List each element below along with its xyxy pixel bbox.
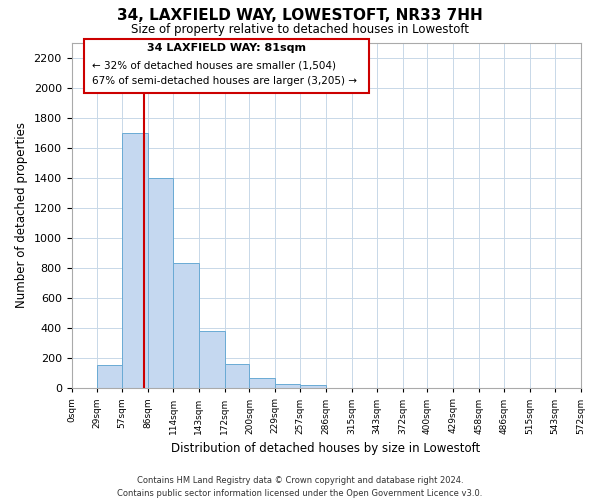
Text: ← 32% of detached houses are smaller (1,504): ← 32% of detached houses are smaller (1,… xyxy=(92,60,336,70)
Bar xyxy=(300,386,326,388)
Bar xyxy=(250,378,275,388)
X-axis label: Distribution of detached houses by size in Lowestoft: Distribution of detached houses by size … xyxy=(172,442,481,455)
Bar xyxy=(148,178,173,388)
Y-axis label: Number of detached properties: Number of detached properties xyxy=(15,122,28,308)
FancyBboxPatch shape xyxy=(84,39,369,92)
Bar xyxy=(199,331,224,388)
Bar xyxy=(224,364,250,388)
Text: 34, LAXFIELD WAY, LOWESTOFT, NR33 7HH: 34, LAXFIELD WAY, LOWESTOFT, NR33 7HH xyxy=(117,8,483,22)
Text: Contains HM Land Registry data © Crown copyright and database right 2024.
Contai: Contains HM Land Registry data © Crown c… xyxy=(118,476,482,498)
Bar xyxy=(173,264,199,388)
Text: Size of property relative to detached houses in Lowestoft: Size of property relative to detached ho… xyxy=(131,22,469,36)
Text: 67% of semi-detached houses are larger (3,205) →: 67% of semi-detached houses are larger (… xyxy=(92,76,357,86)
Text: 34 LAXFIELD WAY: 81sqm: 34 LAXFIELD WAY: 81sqm xyxy=(147,43,306,53)
Bar xyxy=(275,384,300,388)
Bar xyxy=(97,365,122,388)
Bar xyxy=(122,132,148,388)
